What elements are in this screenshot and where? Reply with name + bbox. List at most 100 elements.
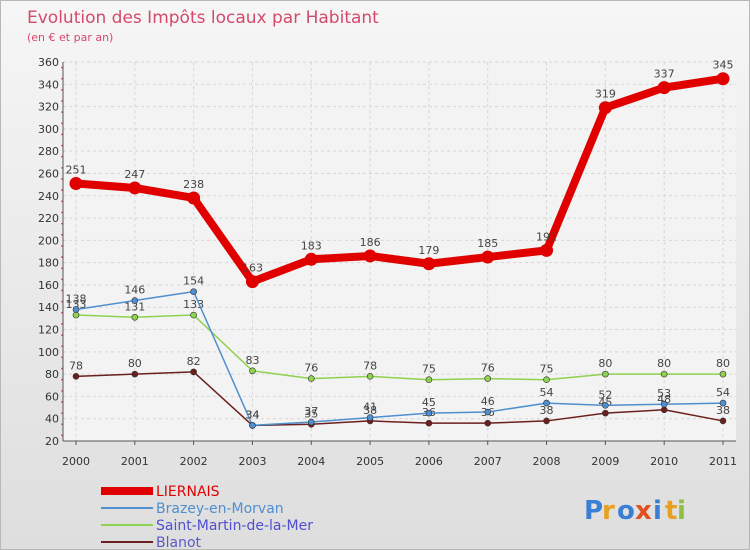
data-point-saint-martin-de-la-mer xyxy=(249,367,256,375)
y-minor-tick xyxy=(61,155,63,158)
x-tick-label: 2000 xyxy=(62,455,90,468)
data-label-liernais: 345 xyxy=(713,59,734,72)
data-point-saint-martin-de-la-mer xyxy=(484,375,492,382)
data-point-liernais xyxy=(128,181,142,195)
y-minor-tick xyxy=(61,88,63,91)
series-line-blanot xyxy=(75,371,724,427)
data-label-saint-martin-de-la-mer: 131 xyxy=(124,300,145,313)
y-tick-label: 280 xyxy=(38,145,59,158)
data-point-liernais xyxy=(363,249,377,263)
legend-item-blanot[interactable]: Blanot xyxy=(101,535,202,549)
legend-label-brazey-en-morvan: Brazey-en-Morvan xyxy=(156,501,284,517)
data-point-liernais xyxy=(187,191,201,205)
data-label-saint-martin-de-la-mer: 133 xyxy=(66,298,87,311)
data-label-liernais: 191 xyxy=(536,230,557,243)
data-label-blanot: 48 xyxy=(657,393,671,406)
data-point-liernais xyxy=(657,81,671,95)
legend-item-brazey-en-morvan[interactable]: Brazey-en-Morvan xyxy=(101,501,284,517)
data-label-brazey-en-morvan: 41 xyxy=(363,401,377,414)
y-minor-tick xyxy=(61,144,63,147)
data-label-brazey-en-morvan: 34 xyxy=(245,408,259,421)
x-tick-label: 2002 xyxy=(180,455,208,468)
y-minor-tick xyxy=(61,389,63,392)
y-tick-label: 40 xyxy=(45,413,59,426)
y-tick-label: 300 xyxy=(38,123,59,136)
data-label-blanot: 35 xyxy=(304,407,318,420)
logo-letter: r xyxy=(602,496,615,526)
proxiti-logo: Pr o x i t i xyxy=(584,496,686,526)
x-tick-label: 2010 xyxy=(650,455,678,468)
y-tick-label: 340 xyxy=(38,78,59,91)
data-label-liernais: 179 xyxy=(418,244,439,257)
data-label-blanot: 38 xyxy=(716,404,730,417)
legend-item-liernais[interactable]: LIERNAIS xyxy=(101,484,220,500)
data-point-blanot xyxy=(190,368,197,376)
y-minor-tick xyxy=(61,278,63,281)
y-tick-label: 260 xyxy=(38,167,59,180)
legend-label-blanot: Blanot xyxy=(156,535,202,549)
y-minor-tick xyxy=(61,378,63,381)
data-label-blanot: 38 xyxy=(363,404,377,417)
data-point-blanot xyxy=(719,417,727,425)
y-tick-label: 20 xyxy=(45,435,59,448)
y-minor-tick xyxy=(61,211,63,214)
data-point-blanot xyxy=(131,370,139,378)
y-minor-tick xyxy=(61,323,63,325)
plot-area xyxy=(63,62,736,441)
data-label-liernais: 251 xyxy=(66,164,87,177)
x-tick-label: 2009 xyxy=(591,455,619,468)
x-tick-label: 2003 xyxy=(238,455,266,468)
logo-letter: o xyxy=(617,496,635,526)
y-minor-tick xyxy=(61,166,63,169)
y-tick-label: 360 xyxy=(38,56,59,69)
data-point-blanot xyxy=(425,419,433,427)
data-label-saint-martin-de-la-mer: 83 xyxy=(245,354,259,367)
data-point-blanot xyxy=(543,417,550,425)
y-minor-tick xyxy=(61,133,63,136)
y-minor-tick xyxy=(61,300,63,303)
series-line-brazey-en-morvan xyxy=(75,290,724,427)
legend-label-saint-martin-de-la-mer: Saint-Martin-de-la-Mer xyxy=(156,518,313,534)
data-label-liernais: 183 xyxy=(301,239,322,252)
data-point-brazey-en-morvan xyxy=(249,422,256,429)
data-point-liernais xyxy=(540,243,554,257)
data-label-blanot: 78 xyxy=(69,359,83,372)
data-label-brazey-en-morvan: 54 xyxy=(716,386,730,399)
data-point-brazey-en-morvan xyxy=(366,414,374,421)
data-label-liernais: 337 xyxy=(654,68,675,81)
data-point-brazey-en-morvan xyxy=(131,297,139,304)
series-brazey-en-morvan: 138 146 154 34 37 41 45 46 54 52 53 54 xyxy=(66,275,730,429)
x-tick-label: 2005 xyxy=(356,455,384,468)
data-label-blanot: 80 xyxy=(128,357,142,370)
y-minor-tick xyxy=(61,77,63,80)
data-point-brazey-en-morvan xyxy=(660,400,668,408)
data-label-liernais: 319 xyxy=(595,88,616,101)
data-point-liernais xyxy=(422,257,436,271)
data-label-saint-martin-de-la-mer: 133 xyxy=(183,298,204,311)
data-label-saint-martin-de-la-mer: 76 xyxy=(304,362,318,375)
data-point-brazey-en-morvan xyxy=(719,399,727,407)
data-point-saint-martin-de-la-mer xyxy=(72,311,80,319)
series-line-saint-martin-de-la-mer xyxy=(75,314,724,381)
series-liernais: 251 247 238 163 183 186 179 185 191 319 337 345 xyxy=(66,59,734,289)
data-label-blanot: 82 xyxy=(187,355,201,368)
data-point-liernais xyxy=(716,72,730,86)
data-point-saint-martin-de-la-mer xyxy=(660,370,668,378)
x-tick-label: 2008 xyxy=(533,455,561,468)
data-point-saint-martin-de-la-mer xyxy=(425,376,433,383)
y-tick-label: 140 xyxy=(38,301,59,314)
data-point-brazey-en-morvan xyxy=(307,418,315,426)
y-minor-tick xyxy=(61,267,63,270)
y-minor-tick xyxy=(61,401,63,403)
data-point-saint-martin-de-la-mer xyxy=(307,375,315,382)
data-label-saint-martin-de-la-mer: 75 xyxy=(540,363,554,376)
logo-letter: i xyxy=(653,496,662,526)
y-minor-tick xyxy=(61,289,63,292)
data-point-saint-martin-de-la-mer xyxy=(719,370,727,378)
data-label-saint-martin-de-la-mer: 80 xyxy=(716,357,730,370)
legend-item-saint-martin-de-la-mer[interactable]: Saint-Martin-de-la-Mer xyxy=(101,518,313,534)
data-point-blanot xyxy=(660,406,668,414)
data-label-liernais: 163 xyxy=(242,262,263,275)
x-tick-label: 2006 xyxy=(415,455,443,468)
